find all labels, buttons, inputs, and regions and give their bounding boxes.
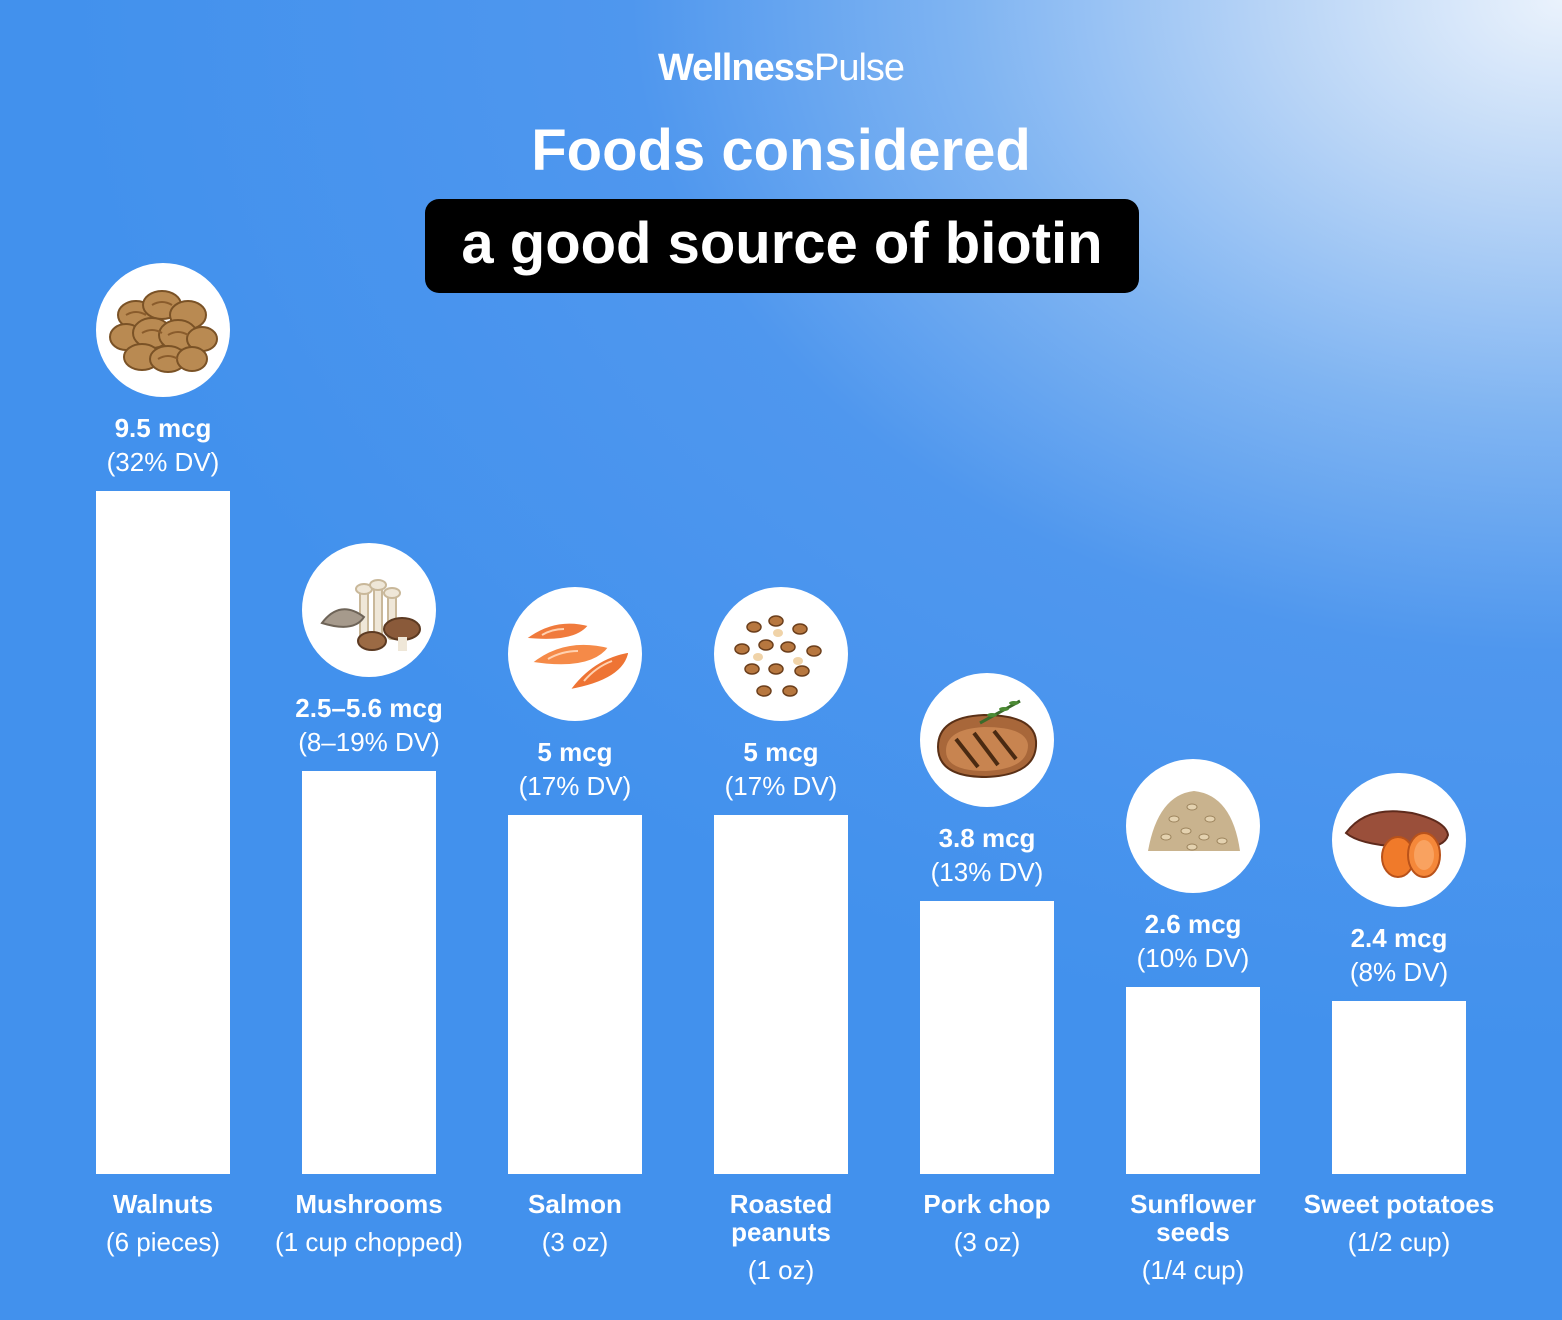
serving-size: (1/4 cup) — [1141, 1255, 1245, 1285]
brand-name-light: Pulse — [813, 47, 905, 89]
bar-roasted-peanuts — [714, 815, 848, 1174]
serving-size: (1 cup chopped) — [275, 1227, 463, 1257]
peanuts-icon — [714, 587, 848, 721]
bar-sunflower-seeds — [1126, 987, 1260, 1174]
data-label-walnuts: 9.5 mcg (32% DV) — [63, 411, 263, 479]
daily-value-label: (13% DV) — [930, 857, 1044, 887]
data-label-pork-chop: 3.8 mcg (13% DV) — [887, 821, 1087, 889]
bar-salmon — [508, 815, 642, 1174]
bar-walnuts — [96, 491, 230, 1174]
food-name: Roasted peanuts — [729, 1189, 833, 1247]
category-label-walnuts: Walnuts (6 pieces) — [63, 1190, 263, 1256]
bar-pork-chop — [920, 901, 1054, 1174]
data-label-sunflower-seeds: 2.6 mcg (10% DV) — [1093, 907, 1293, 975]
data-label-mushrooms: 2.5–5.6 mcg (8–19% DV) — [269, 691, 469, 759]
food-name: Sweet potatoes — [1303, 1189, 1495, 1219]
amount-label: 2.4 mcg — [1350, 923, 1448, 953]
food-name: Sunflower seeds — [1130, 1189, 1256, 1247]
amount-label: 5 mcg — [537, 737, 613, 767]
bar-mushrooms — [302, 771, 436, 1174]
food-name: Pork chop — [923, 1189, 1051, 1219]
data-label-salmon: 5 mcg (17% DV) — [475, 735, 675, 803]
daily-value-label: (32% DV) — [106, 447, 220, 477]
data-label-roasted-peanuts: 5 mcg (17% DV) — [681, 735, 881, 803]
serving-size: (3 oz) — [953, 1227, 1021, 1257]
category-label-pork-chop: Pork chop (3 oz) — [887, 1190, 1087, 1256]
amount-label: 9.5 mcg — [114, 413, 212, 443]
brand-name-bold: Wellness — [657, 47, 815, 89]
sweet-potato-icon — [1332, 773, 1466, 907]
food-name: Mushrooms — [295, 1189, 443, 1219]
sunflower-seeds-icon — [1126, 759, 1260, 893]
daily-value-label: (10% DV) — [1136, 943, 1250, 973]
daily-value-label: (8% DV) — [1349, 957, 1449, 987]
serving-size: (3 oz) — [541, 1227, 609, 1257]
category-label-salmon: Salmon (3 oz) — [475, 1190, 675, 1256]
daily-value-label: (17% DV) — [724, 771, 838, 801]
mushrooms-icon — [302, 543, 436, 677]
amount-label: 3.8 mcg — [938, 823, 1036, 853]
chart-title: Foods considered — [531, 118, 1031, 183]
daily-value-label: (17% DV) — [518, 771, 632, 801]
amount-label: 2.5–5.6 mcg — [295, 693, 443, 723]
category-label-sunflower-seeds: Sunflower seeds (1/4 cup) — [1093, 1190, 1293, 1284]
data-label-sweet-potatoes: 2.4 mcg (8% DV) — [1299, 921, 1499, 989]
serving-size: (1/2 cup) — [1347, 1227, 1451, 1257]
amount-label: 2.6 mcg — [1144, 909, 1242, 939]
chart-title-highlight: a good source of biotin — [425, 199, 1139, 293]
bar-sweet-potatoes — [1332, 1001, 1466, 1174]
walnuts-icon — [96, 263, 230, 397]
amount-label: 5 mcg — [743, 737, 819, 767]
salmon-icon — [508, 587, 642, 721]
serving-size: (6 pieces) — [105, 1227, 221, 1257]
food-name: Walnuts — [112, 1189, 214, 1219]
food-name: Salmon — [528, 1189, 622, 1219]
brand-logo: WellnessPulse — [0, 44, 1562, 92]
category-label-mushrooms: Mushrooms (1 cup chopped) — [269, 1190, 469, 1256]
category-label-sweet-potatoes: Sweet potatoes (1/2 cup) — [1299, 1190, 1499, 1256]
pork-chop-icon — [920, 673, 1054, 807]
serving-size: (1 oz) — [747, 1255, 815, 1285]
daily-value-label: (8–19% DV) — [298, 727, 440, 757]
category-label-roasted-peanuts: Roasted peanuts (1 oz) — [681, 1190, 881, 1284]
